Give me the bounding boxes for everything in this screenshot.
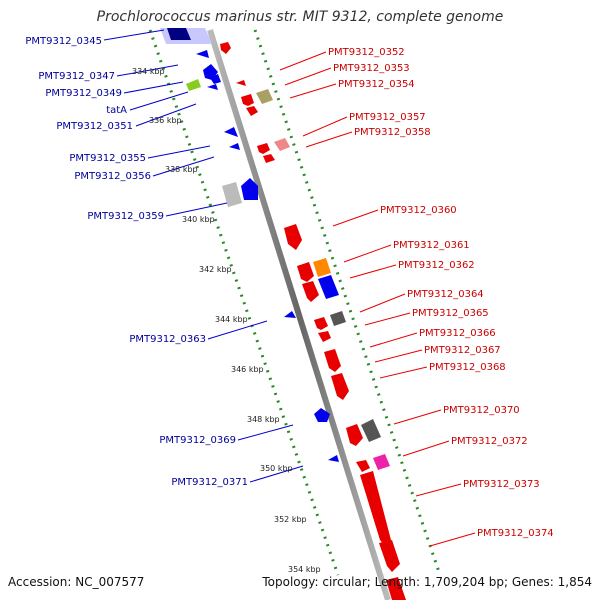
map-title: Prochlorococcus marinus str. MIT 9312, c… <box>96 9 504 25</box>
gene-label: PMT9312_0373 <box>463 479 540 490</box>
tick-label: 344 kbp <box>215 315 248 324</box>
gene-fwd-16 <box>360 471 391 546</box>
gene-fwd-14 <box>346 424 363 446</box>
gene-fwd-6 <box>263 154 275 163</box>
gene-label: PMT9312_0347 <box>38 71 115 82</box>
gene-fwd-17 <box>379 540 400 572</box>
gene-fwd-2 <box>236 80 246 86</box>
gene-grey-1 <box>222 182 242 207</box>
tick-label: 354 kbp <box>288 565 321 574</box>
gene-label: PMT9312_0374 <box>477 528 554 539</box>
gene-rev-1 <box>196 50 209 58</box>
gene-fwd-7 <box>284 224 302 250</box>
gene-label: PMT9312_0349 <box>45 88 122 99</box>
gene-label: PMT9312_0365 <box>412 308 489 319</box>
gene-label: PMT9312_0369 <box>159 435 236 446</box>
gene-fwd-3 <box>241 94 254 106</box>
gene-darkgrey-1 <box>330 311 346 326</box>
gene-rev-9 <box>314 408 330 422</box>
reverse-genes <box>196 50 339 462</box>
gene-rev-5 <box>224 127 238 137</box>
gene-label: PMT9312_0356 <box>74 171 151 182</box>
gene-rev-6 <box>229 143 240 150</box>
accession-text: Accession: NC_007577 <box>8 575 145 589</box>
tick-label: 346 kbp <box>231 365 264 374</box>
gene-label: PMT9312_0358 <box>354 127 431 138</box>
tick-label: 338 kbp <box>165 165 198 174</box>
gene-label: PMT9312_0360 <box>380 205 457 216</box>
gene-label: PMT9312_0357 <box>349 112 426 123</box>
connectors-left <box>103 29 304 483</box>
gene-tatA <box>186 79 201 91</box>
tick-labels: 334 kbp 336 kbp 338 kbp 340 kbp 342 kbp … <box>132 67 321 574</box>
gene-fwd-10 <box>314 317 328 330</box>
gene-orange <box>313 258 331 277</box>
gene-fwd-13 <box>331 373 349 400</box>
gene-magenta <box>373 454 390 470</box>
gene-fwd-4 <box>246 106 258 116</box>
gene-label: PMT9312_0353 <box>333 63 410 74</box>
gene-fwd-15 <box>356 460 370 472</box>
tick-label: 350 kbp <box>260 464 293 473</box>
gene-label: PMT9312_0355 <box>69 153 146 164</box>
tick-label: 340 kbp <box>182 215 215 224</box>
gene-rev-10 <box>328 455 339 462</box>
tick-label: 336 kbp <box>149 116 182 125</box>
gene-label: PMT9312_0371 <box>171 477 248 488</box>
tick-label: 342 kbp <box>199 265 232 274</box>
gene-fwd-1 <box>220 42 231 54</box>
gene-label: PMT9312_0366 <box>419 328 496 339</box>
gene-rev-4 <box>207 84 218 90</box>
gene-label: PMT9312_0367 <box>424 345 501 356</box>
gene-darkgrey-2 <box>361 419 381 442</box>
gene-label: tatA <box>106 105 127 116</box>
gene-label: PMT9312_0362 <box>398 260 475 271</box>
gene-label: PMT9312_0359 <box>87 211 164 222</box>
connectors-right <box>279 51 476 547</box>
forward-genes <box>220 42 406 600</box>
gene-labels-right: PMT9312_0352 PMT9312_0353 PMT9312_0354 P… <box>328 47 554 539</box>
gene-label: PMT9312_0364 <box>407 289 484 300</box>
tick-label: 352 kbp <box>274 515 307 524</box>
gene-fwd-5 <box>257 143 270 154</box>
gene-label: PMT9312_0361 <box>393 240 470 251</box>
gene-pink <box>274 138 290 151</box>
gene-labels-left: PMT9312_0345 PMT9312_0347 PMT9312_0349 t… <box>25 36 248 488</box>
gene-fwd-8 <box>297 262 314 282</box>
gene-blue-outer <box>318 275 339 299</box>
gene-fwd-12 <box>324 349 341 372</box>
gene-olive <box>256 89 273 104</box>
gene-fwd-9 <box>302 281 319 302</box>
gene-fwd-11 <box>318 331 331 342</box>
tick-label: 348 kbp <box>247 415 280 424</box>
tick-label: 334 kbp <box>132 67 165 76</box>
gene-label: PMT9312_0345 <box>25 36 102 47</box>
gene-rev-7 <box>241 178 258 200</box>
gene-label: PMT9312_0372 <box>451 436 528 447</box>
gene-rev-8 <box>284 311 296 318</box>
gene-rev-3 <box>210 74 221 84</box>
inner-tick-ring <box>148 29 340 576</box>
genome-summary-text: Topology: circular; Length: 1,709,204 bp… <box>262 575 592 589</box>
gene-label: PMT9312_0351 <box>56 121 133 132</box>
gene-label: PMT9312_0352 <box>328 47 405 58</box>
gene-block-top-dark <box>167 28 191 40</box>
gene-fwd-18 <box>386 577 406 600</box>
gene-label: PMT9312_0370 <box>443 405 520 416</box>
gene-label: PMT9312_0363 <box>129 334 206 345</box>
genome-backbone <box>207 29 391 600</box>
gene-label: PMT9312_0368 <box>429 362 506 373</box>
gene-label: PMT9312_0354 <box>338 79 415 90</box>
